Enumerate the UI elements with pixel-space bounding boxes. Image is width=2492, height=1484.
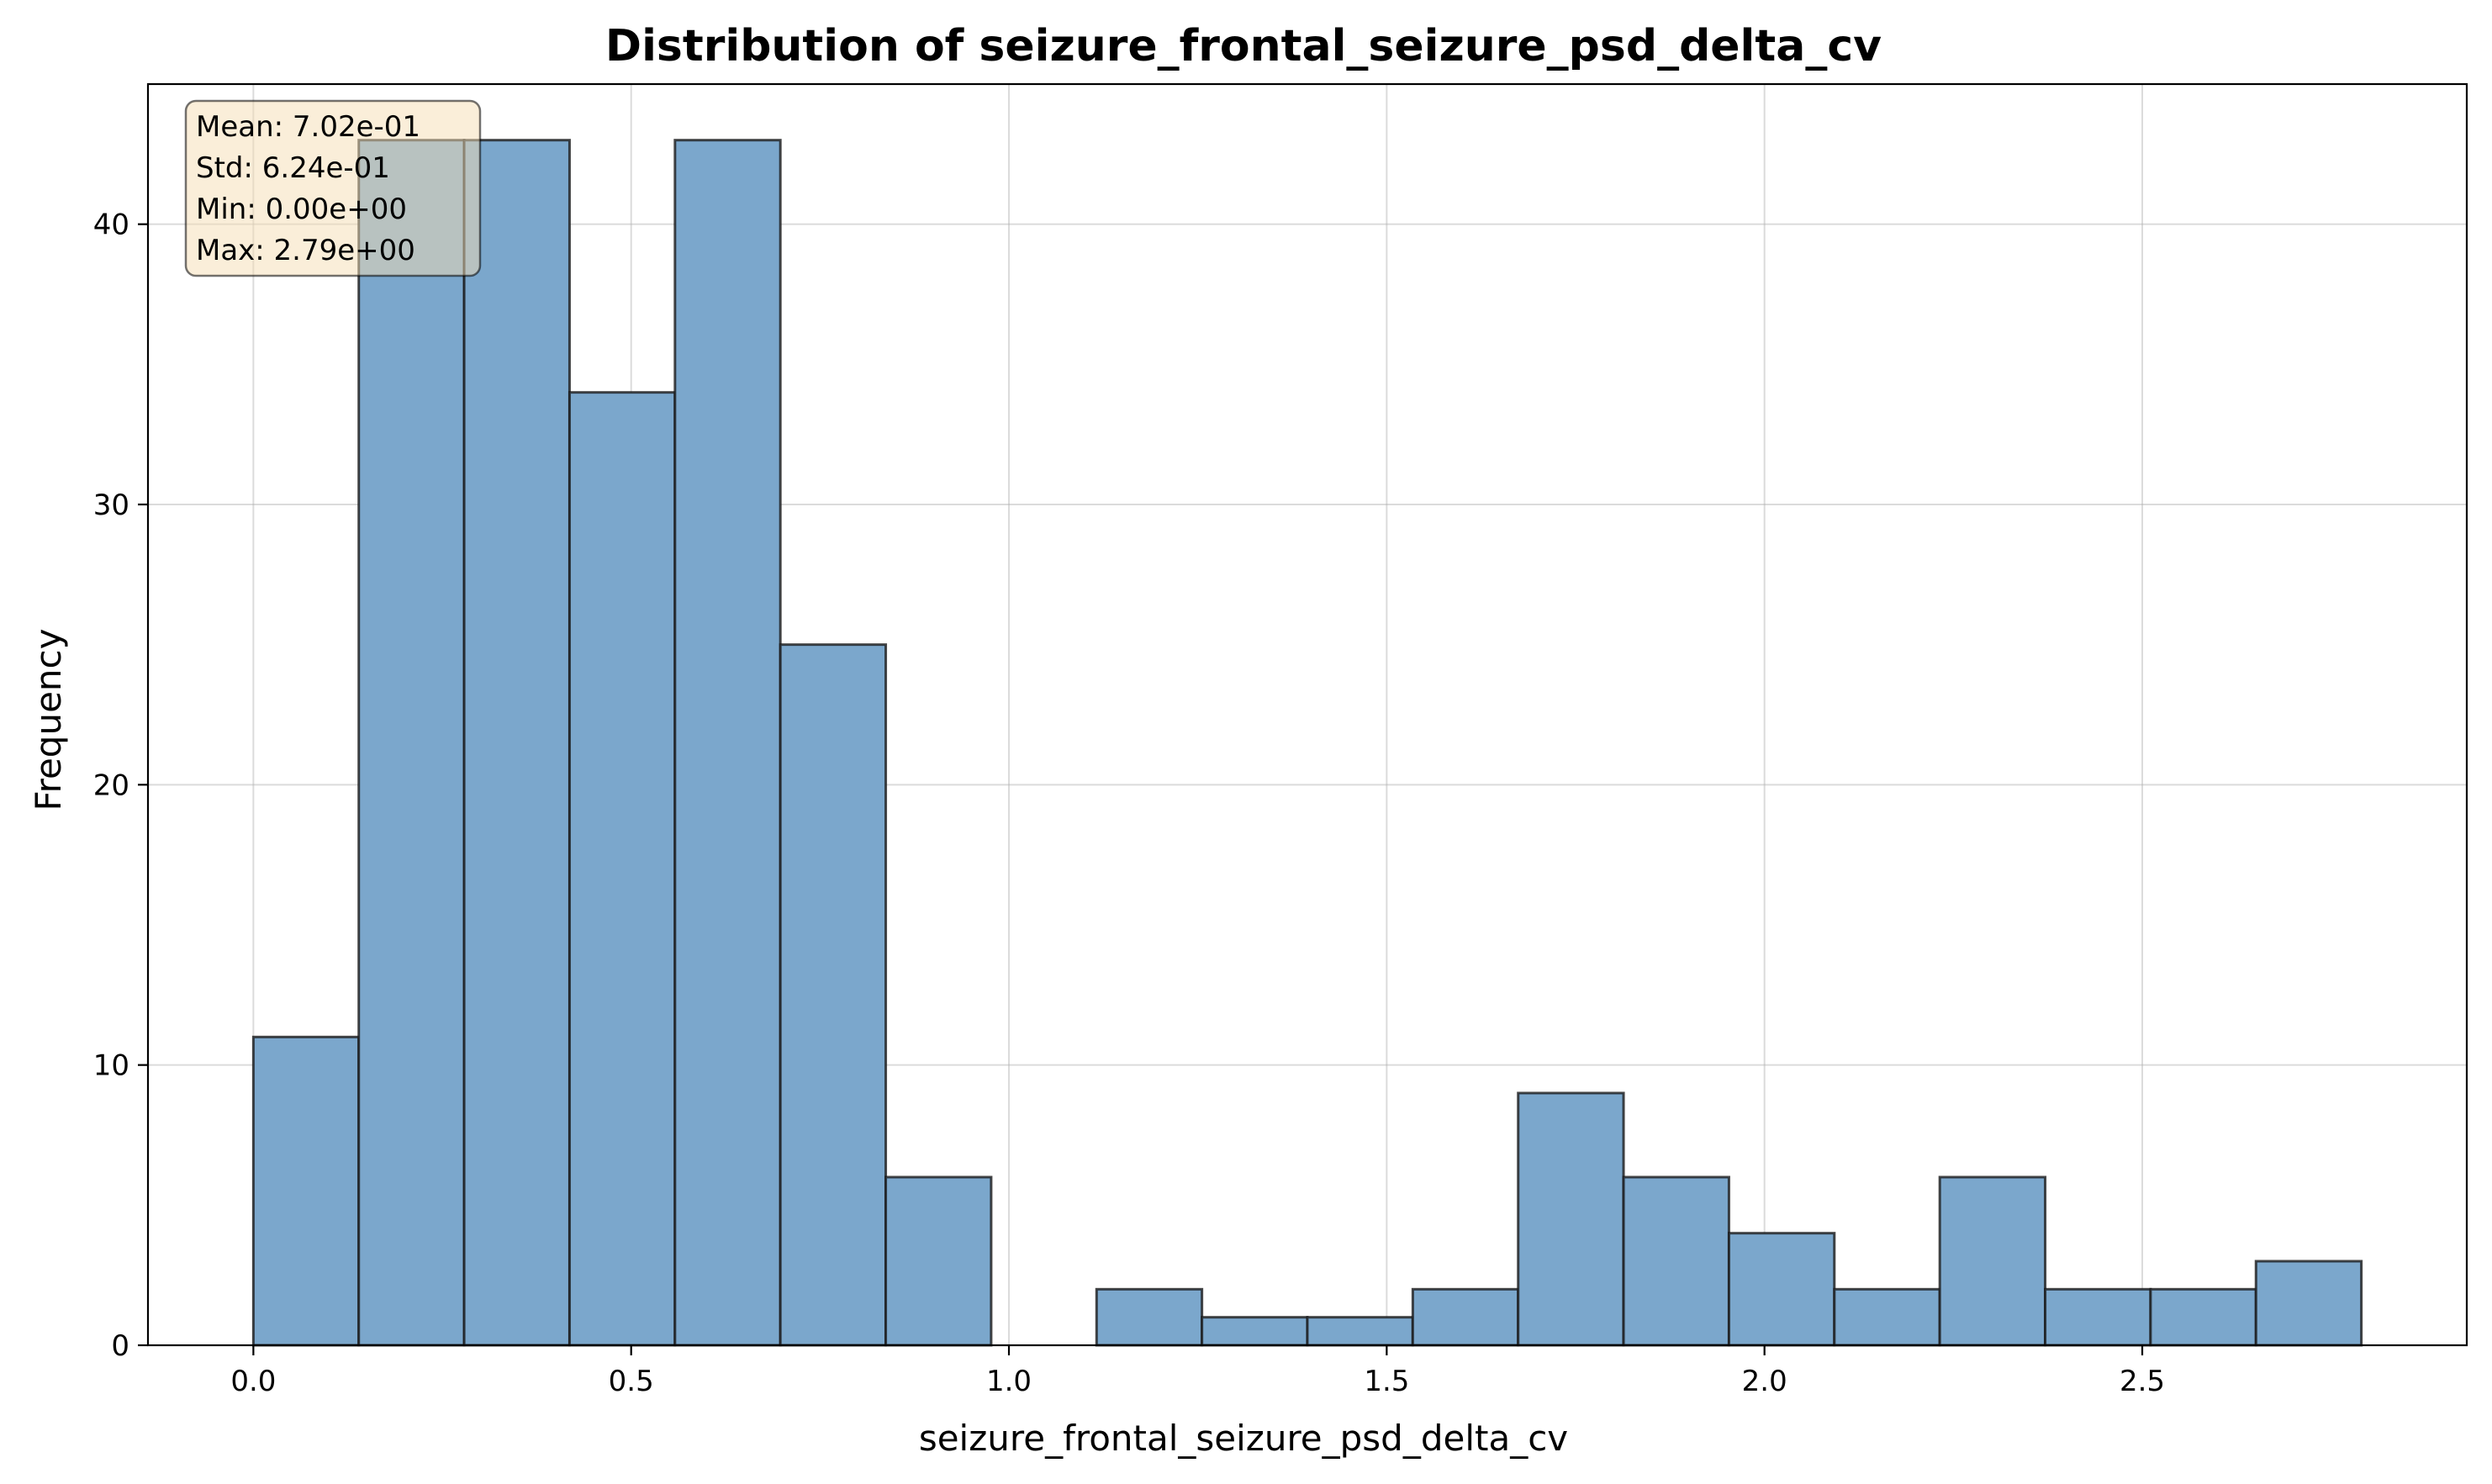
chart-title: Distribution of seizure_frontal_seizure_… [605, 21, 1882, 71]
y-tick-label-0: 0 [111, 1329, 129, 1363]
x-tick-label-5: 2.5 [2120, 1365, 2165, 1398]
histogram-bar-13 [1622, 1175, 1730, 1347]
histogram-bar-0 [251, 1035, 361, 1347]
histogram-bar-5 [779, 643, 888, 1347]
histogram-bar-12 [1517, 1091, 1625, 1347]
histogram-bar-2 [462, 139, 571, 1347]
x-tick-label-3: 1.5 [1364, 1365, 1409, 1398]
axes-frame [146, 82, 2468, 1347]
x-axis-label: seizure_frontal_seizure_psd_delta_cv [919, 1418, 1568, 1459]
histogram-bar-4 [673, 139, 782, 1347]
histogram-bar-10 [1306, 1316, 1414, 1347]
y-tick-label-1: 10 [93, 1049, 129, 1083]
stats-box: Mean: 7.02e-01 Std: 6.24e-01 Min: 0.00e+… [184, 99, 482, 277]
y-axis-label: Frequency [28, 629, 69, 811]
histogram-bar-11 [1411, 1287, 1520, 1347]
axis-ticks: 0.0 0.5 1.0 1.5 2.0 2.5 0 10 20 30 40 [93, 209, 2165, 1398]
histogram-bar-16 [1938, 1175, 2047, 1347]
stats-min: Min: 0.00e+00 [196, 193, 407, 226]
histogram-bar-9 [1201, 1316, 1309, 1347]
x-tick-label-4: 2.0 [1742, 1365, 1787, 1398]
histogram-bar-14 [1727, 1232, 1836, 1347]
y-tick-label-3: 30 [93, 489, 129, 522]
histogram-bar-15 [1833, 1287, 1941, 1347]
y-tick-label-2: 20 [93, 768, 129, 802]
stats-max: Max: 2.79e+00 [196, 234, 415, 267]
histogram-bar-18 [2149, 1287, 2257, 1347]
histogram-bar-6 [884, 1175, 993, 1347]
histogram-bar-19 [2254, 1260, 2363, 1347]
stats-std: Std: 6.24e-01 [196, 151, 390, 185]
stats-box-background [184, 99, 482, 277]
x-tick-label-2: 1.0 [986, 1365, 1032, 1398]
histogram-bar-1 [357, 139, 466, 1347]
x-tick-label-1: 0.5 [609, 1365, 654, 1398]
y-tick-label-4: 40 [93, 209, 129, 242]
histogram-bars [251, 139, 2363, 1347]
x-tick-label-0: 0.0 [230, 1365, 276, 1398]
histogram-bar-3 [568, 391, 677, 1347]
stats-mean: Mean: 7.02e-01 [196, 110, 420, 144]
histogram-bar-8 [1095, 1287, 1204, 1347]
histogram-bar-17 [2044, 1287, 2152, 1347]
